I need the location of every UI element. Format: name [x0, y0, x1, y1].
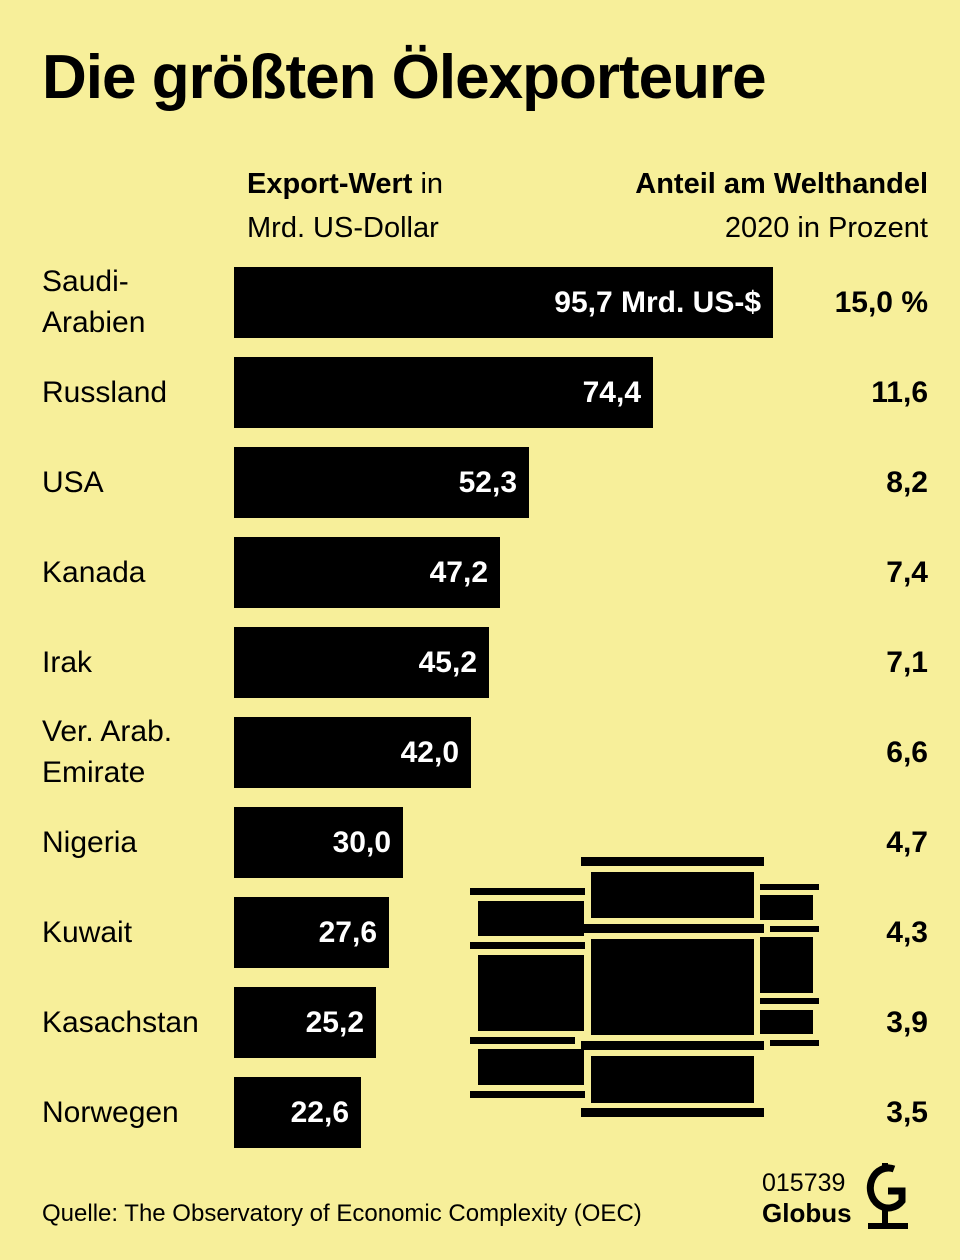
export-value-bar: [234, 447, 529, 518]
country-label: Ver. Arab. Emirate: [42, 711, 232, 793]
world-share-value: 3,9: [886, 1006, 928, 1039]
globus-logo-icon: [866, 1163, 908, 1229]
country-label-line2: Arabien: [42, 306, 146, 339]
export-value-label: 47,2: [429, 556, 488, 589]
export-value-header-unit: Mrd. US-Dollar: [247, 212, 439, 244]
country-label-line1: Russland: [42, 376, 168, 409]
export-value-bar: [234, 537, 500, 608]
country-label-line1: Norwegen: [42, 1096, 179, 1129]
export-value-bar: [234, 807, 403, 878]
country-label-line1: Kasachstan: [42, 1006, 199, 1039]
export-value-label: 45,2: [418, 646, 477, 679]
country-label-line1: Ver. Arab.: [42, 715, 173, 748]
export-value-header: Export-Wert in Mrd. US-Dollar: [247, 162, 443, 250]
world-share-value: 7,4: [886, 556, 928, 589]
export-value-bar: [234, 897, 389, 968]
country-label-line1: Kanada: [42, 556, 146, 589]
export-value-bar: [234, 357, 653, 428]
oil-barrels-illustration: [470, 857, 819, 1117]
brand-name: Globus: [762, 1198, 852, 1228]
export-value-bar: [234, 1077, 361, 1148]
chart-title: Die größten Ölexporteure: [42, 43, 767, 112]
world-share-header: Anteil am Welthandel 2020 in Prozent: [635, 162, 928, 250]
world-share-value: 8,2: [886, 466, 928, 499]
export-value-label: 25,2: [305, 1006, 364, 1039]
country-label-line1: Saudi-: [42, 265, 129, 298]
source-note: Quelle: The Observatory of Economic Comp…: [42, 1200, 642, 1227]
export-value-label: 74,4: [582, 376, 641, 409]
export-value-label: 42,0: [400, 736, 459, 769]
world-share-value: 3,5: [886, 1096, 928, 1129]
country-label: USA: [42, 462, 232, 503]
graphic-code: 015739: [762, 1169, 846, 1197]
country-label-line2: Emirate: [42, 756, 146, 789]
export-value-bar: [234, 627, 489, 698]
country-label: Kuwait: [42, 912, 232, 953]
country-label: Kasachstan: [42, 1002, 232, 1043]
world-share-header-bold: Anteil am Welthandel: [635, 168, 928, 200]
export-value-bar: [234, 267, 773, 338]
export-value-label: 27,6: [318, 916, 377, 949]
country-label: Saudi- Arabien: [42, 261, 232, 343]
world-share-value: 7,1: [886, 646, 928, 679]
export-value-header-rest: in: [412, 168, 444, 200]
country-label: Nigeria: [42, 822, 232, 863]
world-share-value: 4,3: [886, 916, 928, 949]
export-value-label: 30,0: [332, 826, 391, 859]
country-label: Irak: [42, 642, 232, 683]
world-share-value: 11,6: [871, 376, 928, 409]
export-value-bar: [234, 717, 471, 788]
world-share-value: 6,6: [886, 736, 928, 769]
export-value-bar: [234, 987, 376, 1058]
country-label-line1: USA: [42, 466, 104, 499]
world-share-header-unit: 2020 in Prozent: [724, 212, 928, 244]
export-value-label: 52,3: [458, 466, 517, 499]
export-value-label: 22,6: [290, 1096, 349, 1129]
export-value-header-bold: Export-Wert: [247, 168, 413, 200]
country-label-line1: Irak: [42, 646, 93, 679]
world-share-value: 4,7: [886, 826, 928, 859]
country-label-line1: Kuwait: [42, 916, 133, 949]
country-label: Russland: [42, 372, 232, 413]
world-share-value: 15,0 %: [834, 286, 928, 319]
export-value-label: 95,7 Mrd. US-$: [554, 286, 761, 319]
country-label-line1: Nigeria: [42, 826, 138, 859]
country-label: Kanada: [42, 552, 232, 593]
country-label: Norwegen: [42, 1092, 232, 1133]
